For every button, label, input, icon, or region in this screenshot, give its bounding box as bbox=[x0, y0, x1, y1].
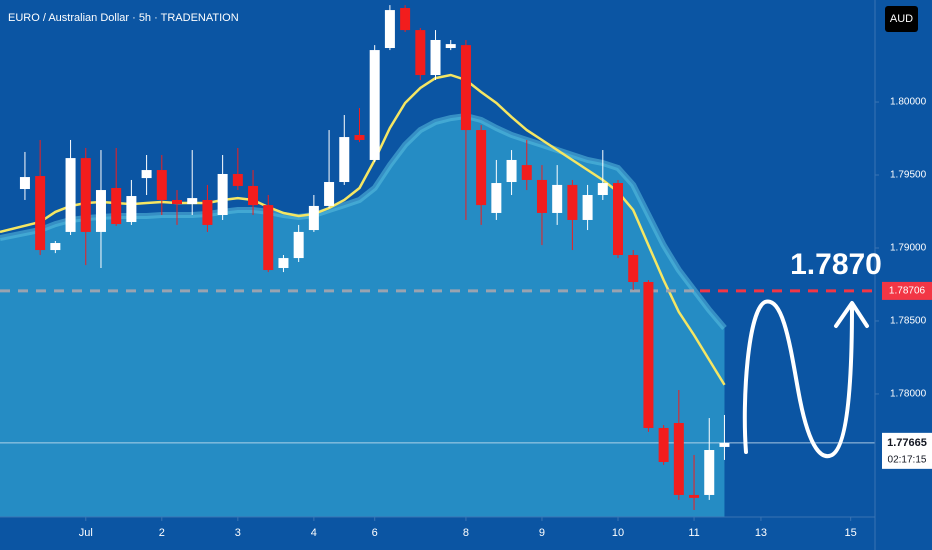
candle-body bbox=[415, 30, 426, 76]
forecast-curve bbox=[742, 299, 854, 459]
candle-body bbox=[263, 205, 274, 271]
candle-body bbox=[293, 231, 304, 259]
x-tick-label: 8 bbox=[463, 527, 469, 539]
candle-body bbox=[278, 258, 289, 268]
candle-body bbox=[65, 158, 76, 232]
currency-label: AUD bbox=[890, 13, 913, 25]
forecast-arrow bbox=[742, 299, 869, 459]
candle-body bbox=[536, 179, 547, 213]
target-annotation: 1.7870 bbox=[790, 248, 882, 281]
candle-body bbox=[141, 170, 152, 179]
currency-button[interactable] bbox=[885, 6, 918, 32]
candle-body bbox=[126, 196, 137, 223]
candle-body bbox=[369, 50, 380, 160]
candle-body bbox=[19, 177, 30, 190]
reference-label: 1.78706 bbox=[889, 286, 926, 297]
candle-body bbox=[567, 184, 578, 220]
candle-body bbox=[50, 243, 61, 251]
candle-body bbox=[172, 199, 183, 205]
candle-body bbox=[354, 135, 365, 140]
candle-body bbox=[445, 44, 456, 49]
candle-body bbox=[384, 10, 395, 49]
y-tick-label: 1.78500 bbox=[890, 316, 927, 327]
candle-body bbox=[430, 39, 441, 76]
candle-body bbox=[35, 176, 46, 251]
candle-body bbox=[491, 183, 502, 213]
plot bbox=[0, 5, 875, 517]
chart-title: EURO / Australian Dollar · 5h · TRADENAT… bbox=[8, 12, 239, 24]
candle-body bbox=[324, 182, 335, 206]
x-tick-label: 2 bbox=[159, 527, 165, 539]
candle-body bbox=[202, 199, 213, 225]
candle-body bbox=[582, 195, 593, 220]
candle-body bbox=[704, 450, 715, 495]
x-tick-label: 6 bbox=[372, 527, 378, 539]
candle-body bbox=[400, 8, 411, 31]
y-tick-label: 1.80000 bbox=[890, 97, 927, 108]
y-tick-label: 1.79000 bbox=[890, 243, 927, 254]
candle-body bbox=[476, 130, 487, 206]
candle-body bbox=[95, 190, 106, 232]
candle-body bbox=[643, 282, 654, 428]
candle-body bbox=[719, 442, 730, 447]
candle-body bbox=[111, 188, 122, 225]
candle-body bbox=[248, 185, 259, 206]
candle-body bbox=[187, 198, 198, 205]
x-tick-label: 13 bbox=[755, 527, 767, 539]
arrow-head bbox=[834, 301, 869, 328]
candle-body bbox=[232, 173, 243, 186]
candle-body bbox=[521, 165, 532, 180]
candle-body bbox=[339, 137, 350, 183]
candle-body bbox=[460, 45, 471, 131]
candle-body bbox=[156, 170, 167, 200]
x-tick-label: 4 bbox=[311, 527, 317, 539]
x-tick-label: 9 bbox=[539, 527, 545, 539]
x-tick-label: Jul bbox=[79, 527, 93, 539]
x-tick-label: 15 bbox=[845, 527, 857, 539]
candle-body bbox=[613, 183, 624, 255]
indicator-area-edge bbox=[0, 112, 727, 330]
reference-label-box bbox=[882, 281, 932, 300]
candle-body bbox=[658, 427, 669, 462]
y-tick-label: 1.78000 bbox=[890, 389, 927, 400]
candle-body bbox=[217, 173, 228, 216]
x-tick-label: 10 bbox=[612, 527, 624, 539]
candle-body bbox=[689, 494, 700, 498]
candle-body bbox=[628, 254, 639, 282]
candle-body bbox=[597, 183, 608, 196]
last-price-box bbox=[882, 432, 932, 469]
x-tick-label: 11 bbox=[688, 527, 699, 539]
candle-body bbox=[552, 184, 563, 213]
candle-body bbox=[308, 205, 319, 231]
countdown-label: 02:17:15 bbox=[888, 454, 927, 465]
candle-body bbox=[673, 423, 684, 495]
last-price-label: 1.77665 bbox=[887, 437, 927, 449]
candle-body bbox=[506, 159, 517, 183]
x-tick-label: 3 bbox=[235, 527, 241, 539]
candle-body bbox=[80, 158, 91, 232]
y-tick-label: 1.79500 bbox=[890, 170, 927, 181]
